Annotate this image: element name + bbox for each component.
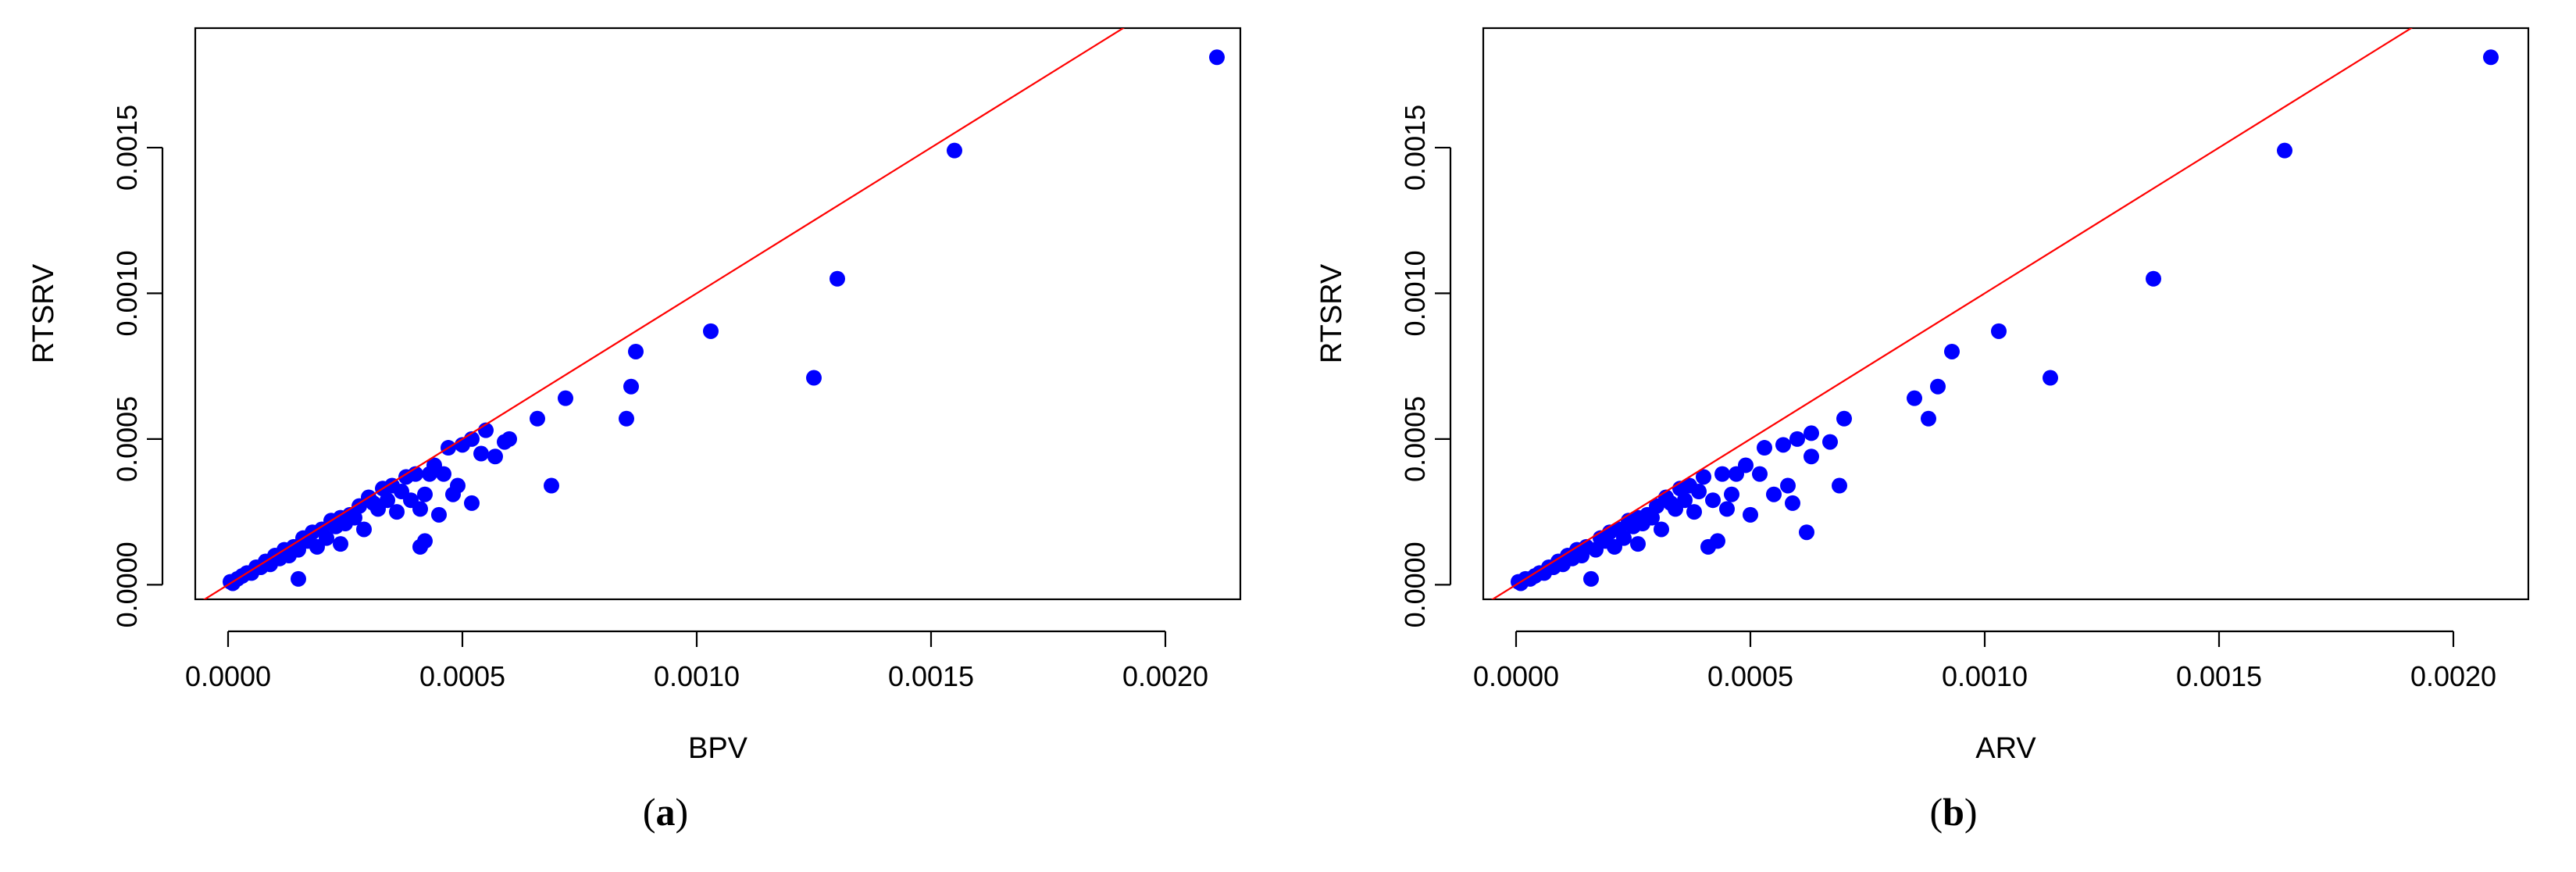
panel-caption-b: (b) [1929, 790, 1978, 834]
data-point [1729, 466, 1744, 482]
x-tick-label: 0.0020 [1122, 660, 1208, 692]
data-point [1804, 425, 1819, 441]
x-tick-label: 0.0015 [2176, 660, 2262, 692]
y-tick-label: 0.0000 [1399, 541, 1431, 627]
plot-frame [194, 27, 1242, 601]
data-point [1930, 378, 1946, 395]
data-point [389, 504, 405, 520]
scatter-plot-a: 0.0000 0.0005 0.0010 0.0015 0.0020 0.0000 0.00… [27, 27, 1242, 765]
data-point [830, 270, 845, 287]
data-point [473, 445, 489, 462]
data-point [1757, 440, 1772, 456]
data-point [623, 378, 639, 395]
y-axis-title: RTSRV [1315, 263, 1348, 363]
data-point [2043, 370, 2058, 386]
data-point [333, 536, 348, 552]
data-point [1944, 343, 1960, 359]
data-point [1991, 323, 2007, 339]
data-point [703, 323, 719, 339]
panel-label-b: b [1943, 790, 1964, 834]
data-point [1907, 390, 1922, 406]
y-tick-label: 0.0005 [111, 396, 143, 482]
scatter-panel-a: 0.0000 0.0005 0.0010 0.0015 0.0020 0.0000 0.00… [27, 27, 1242, 834]
x-tick-label: 0.0010 [654, 660, 740, 692]
data-point [1804, 449, 1819, 465]
scatter-panel-b: 0.0000 0.0005 0.0010 0.0015 0.0020 0.0000 0.00… [1288, 0, 2576, 872]
data-point [464, 495, 480, 511]
data-point [2483, 49, 2499, 66]
data-point [431, 506, 447, 523]
x-tick-label: 0.0010 [1942, 660, 2028, 692]
x-tick-label: 0.0020 [2410, 660, 2496, 692]
data-point [1719, 501, 1735, 517]
data-point [1780, 477, 1796, 494]
data-point [1700, 538, 1716, 555]
plot-frame [1482, 27, 2530, 601]
x-tick-label: 0.0015 [888, 660, 974, 692]
panel-caption-a: (a) [642, 790, 689, 834]
data-point [422, 466, 437, 482]
reference-line [1490, 28, 2414, 599]
scatter-plot-b: 0.0000 0.0005 0.0010 0.0015 0.0020 0.0000 0.00… [1315, 27, 2530, 765]
x-axis-title: BPV [688, 732, 748, 765]
data-point [1789, 431, 1805, 447]
data-point [558, 390, 573, 406]
panel-label-a: a [655, 790, 676, 834]
data-point [417, 486, 433, 502]
data-point [1705, 492, 1721, 509]
y-tick-label: 0.0010 [1399, 250, 1431, 336]
data-point [1743, 506, 1758, 523]
data-point [497, 434, 512, 450]
x-tick-label: 0.0005 [419, 660, 505, 692]
y-tick-label: 0.0015 [1399, 105, 1431, 191]
x-tick-label: 0.0000 [185, 660, 271, 692]
data-point [1836, 410, 1852, 427]
data-point [1714, 466, 1730, 482]
data-point [628, 343, 644, 359]
x-tick-label: 0.0000 [1473, 660, 1559, 692]
data-point [1696, 469, 1711, 485]
data-point [619, 410, 634, 427]
data-point [1921, 410, 1936, 427]
reference-line [202, 28, 1126, 599]
data-point [1775, 437, 1791, 453]
y-tick-label: 0.0010 [111, 250, 143, 336]
data-point [398, 469, 414, 485]
x-tick-label: 0.0005 [1707, 660, 1793, 692]
x-axis-title: ARV [1975, 732, 2036, 765]
data-point [1832, 477, 1847, 494]
data-point [1654, 521, 1669, 538]
data-point [487, 449, 503, 465]
data-point [1785, 495, 1800, 511]
data-point [356, 521, 372, 538]
y-axis-title: RTSRV [27, 263, 60, 363]
data-point [1766, 486, 1782, 502]
data-point [2277, 142, 2292, 159]
data-point [1799, 524, 1814, 541]
y-tick-label: 0.0000 [111, 541, 143, 627]
y-tick-label: 0.0005 [1399, 396, 1431, 482]
data-point [1822, 434, 1838, 450]
y-tick-label: 0.0015 [111, 105, 143, 191]
data-point [1724, 486, 1739, 502]
data-point [1583, 570, 1599, 587]
data-point [1630, 536, 1646, 552]
data-point [544, 477, 559, 494]
data-point [530, 410, 545, 427]
data-point [2146, 270, 2161, 287]
points-group [223, 49, 1225, 591]
data-point [1752, 466, 1768, 482]
data-point [1686, 504, 1702, 520]
data-point [806, 370, 822, 386]
data-point [291, 570, 306, 587]
data-point [947, 142, 962, 159]
data-point [412, 538, 428, 555]
points-group [1511, 49, 2499, 591]
data-point [1209, 49, 1225, 66]
data-point [445, 486, 461, 502]
